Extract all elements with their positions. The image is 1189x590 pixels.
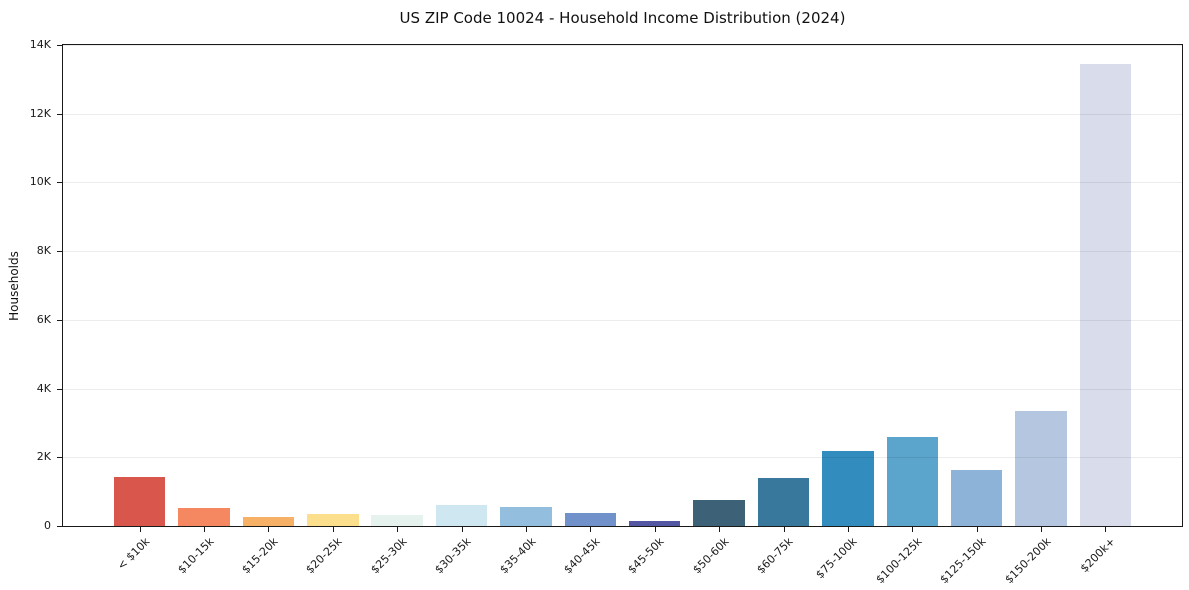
bar: [886, 437, 938, 526]
bar: [757, 478, 810, 526]
x-tick-mark: [590, 527, 592, 532]
x-tick-mark: [654, 527, 656, 532]
x-tick-mark: [332, 527, 334, 532]
plot-area: 0 2K 4K 6K 8K 10K 12K 14K < $10k $10-15k $15-20k $2…: [30, 39, 1183, 586]
x-tick-mark: [719, 527, 721, 532]
bar: [307, 514, 359, 526]
x-tick-mark: [976, 527, 978, 532]
gridline: [63, 182, 1182, 184]
bar: [371, 515, 423, 526]
y-tick-label: 6K: [36, 312, 51, 326]
bar: [435, 505, 488, 526]
bar: [564, 512, 617, 526]
x-tick-mark: [268, 527, 270, 532]
y-tick-mark: [57, 182, 62, 184]
y-tick-label: 8K: [36, 244, 51, 258]
y-axis-label: Households: [7, 251, 21, 321]
y-tick-label: 12K: [29, 106, 51, 120]
bar: [500, 507, 552, 526]
gridline: [63, 251, 1182, 253]
bar: [1015, 410, 1067, 526]
bar: [178, 507, 230, 526]
bar: [950, 470, 1003, 526]
bar: [628, 520, 681, 526]
y-tick-mark: [57, 526, 62, 527]
gridline: [63, 319, 1182, 321]
bar: [113, 476, 166, 526]
bar: [242, 517, 295, 526]
x-tick-mark: [1105, 527, 1107, 532]
y-tick-mark: [57, 113, 62, 115]
x-tick-mark: [783, 527, 785, 532]
y-tick-mark: [57, 457, 62, 459]
y-tick-mark: [57, 45, 62, 46]
bar: [693, 499, 745, 526]
y-tick-label: 2K: [36, 450, 51, 464]
gridline: [63, 457, 1182, 459]
bar: [822, 450, 874, 526]
y-tick-mark: [57, 319, 62, 321]
y-tick-label: 14K: [29, 38, 51, 51]
x-tick-mark: [139, 527, 141, 532]
chart-title: US ZIP Code 10024 - Household Income Dis…: [399, 9, 846, 27]
x-tick-mark: [525, 527, 527, 532]
bar: [1079, 64, 1132, 526]
gridline: [63, 113, 1182, 115]
gridline: [63, 388, 1182, 390]
x-tick-mark: [847, 527, 849, 532]
y-tick-mark: [57, 251, 62, 253]
y-tick-label: 4K: [36, 381, 51, 395]
y-tick-label: 10K: [29, 175, 51, 189]
gridline: [63, 45, 1182, 46]
x-tick-mark: [204, 527, 205, 532]
x-tick-mark: [397, 527, 399, 532]
x-tick-mark: [1041, 527, 1042, 532]
x-tick-mark: [461, 527, 463, 532]
y-tick-mark: [57, 388, 62, 390]
y-tick-label: 0: [44, 519, 51, 532]
x-tick-mark: [912, 527, 914, 532]
